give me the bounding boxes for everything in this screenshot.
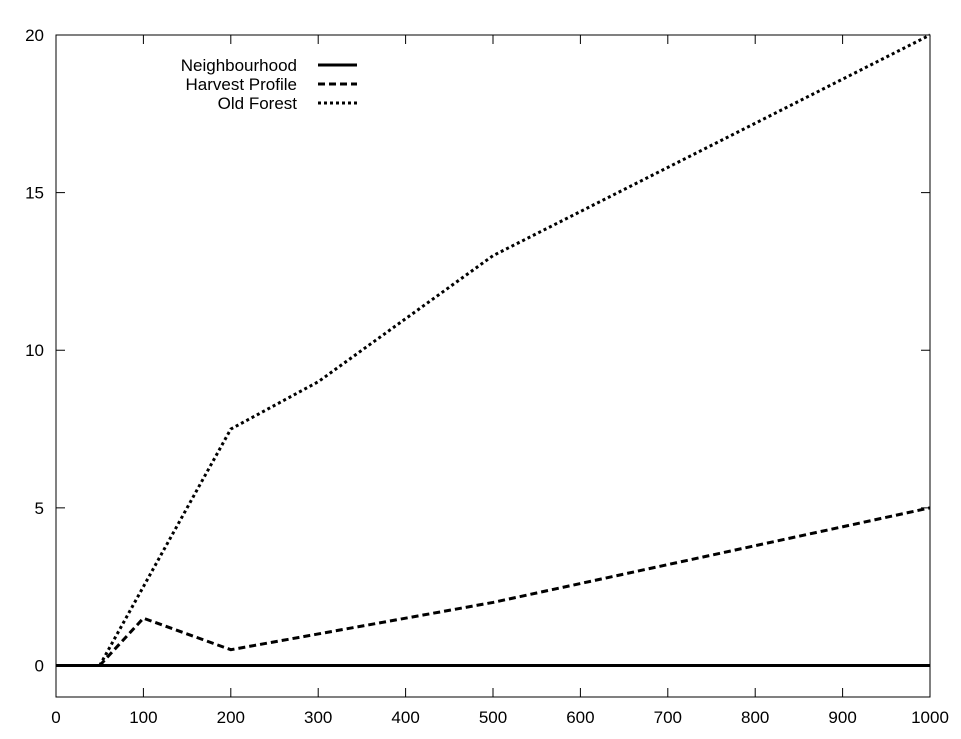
legend-label: Neighbourhood xyxy=(181,56,297,75)
x-tick-label: 700 xyxy=(654,708,682,727)
x-tick-label: 500 xyxy=(479,708,507,727)
x-tick-label: 300 xyxy=(304,708,332,727)
y-tick-label: 0 xyxy=(35,656,44,675)
x-tick-label: 100 xyxy=(129,708,157,727)
x-tick-label: 200 xyxy=(217,708,245,727)
x-tick-label: 600 xyxy=(566,708,594,727)
y-tick-label: 20 xyxy=(25,26,44,45)
x-tick-label: 900 xyxy=(828,708,856,727)
series-lines xyxy=(56,33,931,667)
x-tick-label: 1000 xyxy=(911,708,949,727)
axis-ticks xyxy=(55,34,931,697)
axis-tick-labels: 0 100 200 300 400 500 600 700 800 900 1000 0 5 10 15 20 xyxy=(25,26,949,727)
plot-frame xyxy=(55,34,931,698)
y-tick-label: 10 xyxy=(25,341,44,360)
x-tick-label: 400 xyxy=(391,708,419,727)
legend-label: Harvest Profile xyxy=(186,75,297,94)
series-line-harvest-profile xyxy=(98,506,931,667)
y-tick-label: 15 xyxy=(25,184,44,203)
x-tick-label: 0 xyxy=(51,708,60,727)
y-tick-label: 5 xyxy=(35,499,44,518)
x-tick-label: 800 xyxy=(741,708,769,727)
legend-label: Old Forest xyxy=(218,94,298,113)
series-line-old-forest xyxy=(98,33,931,667)
